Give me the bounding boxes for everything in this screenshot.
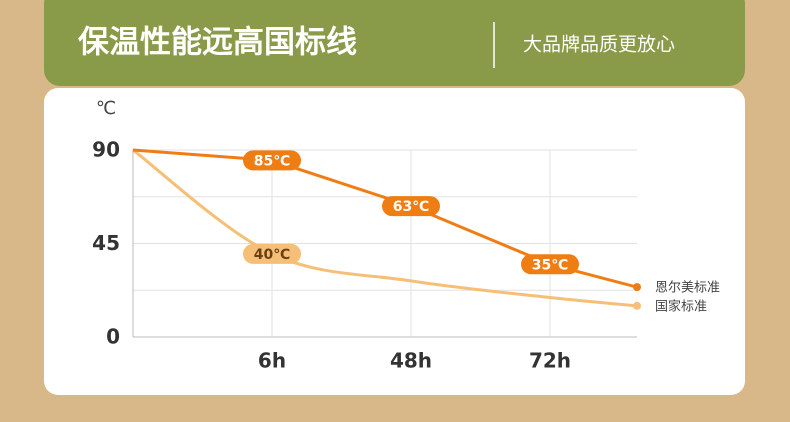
- value-label-pill: [382, 196, 440, 217]
- y-unit: ℃: [96, 98, 116, 119]
- value-label-pill: [243, 243, 301, 264]
- value-label: 35℃: [532, 257, 568, 273]
- chart-card: [44, 88, 745, 395]
- y-tick-label: 45: [92, 231, 120, 255]
- legend-label: 国家标准: [655, 298, 707, 314]
- subtitle: 大品牌品质更放心: [523, 34, 675, 56]
- x-tick-label: 72h: [529, 349, 571, 373]
- y-tick-label: 0: [106, 325, 120, 349]
- x-tick-label: 48h: [390, 349, 432, 373]
- end-dot: [633, 301, 641, 310]
- value-label: 85℃: [254, 153, 290, 169]
- end-dot: [633, 283, 641, 292]
- header-banner: [44, 0, 745, 86]
- title: 保温性能远高国标线: [78, 25, 357, 61]
- series-line: [132, 148, 638, 308]
- value-label: 63℃: [393, 199, 429, 215]
- value-label-pill: [243, 150, 301, 171]
- x-tick-label: 6h: [258, 349, 286, 373]
- value-label: 40℃: [254, 247, 290, 263]
- y-tick-label: 90: [92, 138, 120, 162]
- value-label-pill: [521, 254, 579, 275]
- legend-label: 恩尔美标准: [655, 281, 720, 296]
